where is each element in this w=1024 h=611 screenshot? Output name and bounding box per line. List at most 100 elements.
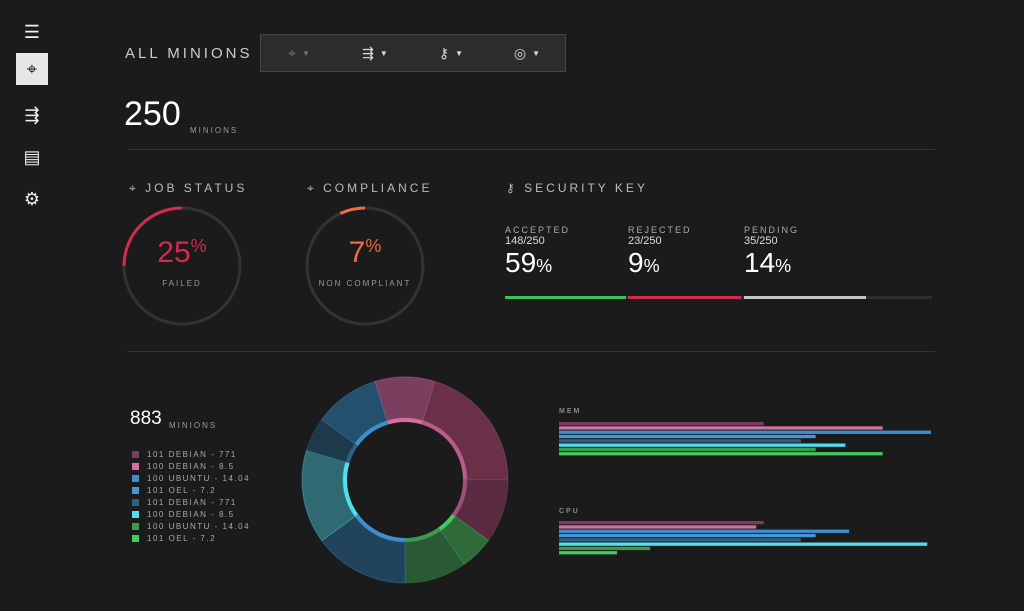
crosshair-icon[interactable]: ⌖	[16, 53, 48, 85]
job-status-gauge	[122, 206, 242, 326]
job-status-title: ⌖ JOB STATUS	[129, 181, 247, 196]
mem-bar	[559, 452, 883, 456]
document-icon[interactable]: ▤	[23, 146, 41, 167]
legend-swatch	[132, 474, 139, 482]
connector-filter-button[interactable]: ⇶ ▼	[337, 45, 413, 62]
gauge-track	[305, 206, 425, 326]
mem-chart-title: MEM	[559, 408, 582, 415]
stat-count: 35/250	[744, 235, 778, 247]
legend-swatch	[132, 462, 139, 470]
menu-icon[interactable]: ☰	[23, 21, 41, 42]
crosshair-icon: ⌖	[129, 181, 139, 195]
divider	[127, 351, 935, 352]
job-status-value: 25%	[122, 236, 242, 270]
legend-label: 101 DEBIAN - 771	[147, 449, 237, 459]
legend-label: 101 DEBIAN - 771	[147, 497, 237, 507]
rejected-stat: REJECTED 23/250 9%	[628, 225, 692, 279]
legend-item: 100 UBUNTU - 14.04	[132, 472, 250, 484]
percent-sign: %	[365, 236, 382, 256]
stat-number: 59	[505, 247, 537, 278]
legend-swatch	[132, 486, 139, 494]
mem-bar	[559, 430, 931, 434]
security-key-bar	[505, 296, 932, 299]
divider	[127, 149, 935, 150]
minion-count: 250	[124, 95, 181, 133]
donut-inner-ring-segment	[451, 479, 467, 517]
connector-icon[interactable]: ⇶	[24, 104, 40, 125]
stat-percent: 14%	[744, 247, 799, 279]
stat-count: 23/250	[628, 235, 662, 247]
compliance-gauge	[305, 206, 425, 326]
chevron-down-icon: ▼	[379, 48, 388, 58]
compliance-number: 7	[348, 236, 366, 269]
legend-item: 100 DEBIAN - 8.5	[132, 508, 250, 520]
mem-bar	[559, 422, 764, 426]
legend-swatch	[132, 498, 139, 506]
percent-sign: %	[643, 256, 660, 276]
distribution-unit: MINIONS	[169, 421, 218, 430]
legend-item: 101 OEL - 7.2	[132, 532, 250, 544]
legend-swatch	[132, 510, 139, 518]
job-status-caption: FAILED	[162, 279, 202, 288]
cpu-bar	[559, 529, 850, 533]
cpu-bar	[559, 538, 801, 542]
crosshair-filter-button[interactable]: ⌖ ▼	[261, 45, 337, 62]
page-title: ALL MINIONS	[125, 45, 253, 62]
compliance-label: COMPLIANCE	[323, 181, 433, 195]
mem-bar	[559, 434, 816, 439]
legend-label: 100 UBUNTU - 14.04	[147, 521, 251, 531]
donut-inner-ring-segment	[405, 527, 441, 542]
donut-inner-ring-segment	[354, 420, 389, 446]
mem-bar	[559, 447, 816, 452]
chevron-down-icon: ▼	[301, 48, 310, 58]
rejected-bar	[628, 296, 741, 299]
mem-bar	[559, 439, 801, 443]
crosshair-icon: ⌖	[307, 181, 317, 195]
donut-inner-ring-segment	[386, 418, 423, 425]
mem-bar	[559, 443, 846, 447]
percent-sign: %	[536, 256, 553, 276]
legend-item: 100 UBUNTU - 14.04	[132, 520, 250, 532]
compliance-value: 7%	[305, 236, 425, 270]
os-donut-chart	[301, 376, 509, 584]
legend-label: 100 DEBIAN - 8.5	[147, 461, 235, 471]
cpu-bar	[559, 521, 764, 525]
key-filter-button[interactable]: ⚷ ▼	[413, 45, 489, 62]
percent-sign: %	[775, 256, 792, 276]
donut-inner-ring-segment	[343, 462, 359, 517]
legend-swatch	[132, 534, 139, 542]
target-filter-button[interactable]: ◎ ▼	[489, 45, 565, 62]
legend-label: 101 OEL - 7.2	[147, 533, 217, 543]
cpu-bar	[559, 525, 757, 529]
key-icon: ⚷	[506, 181, 518, 195]
job-status-label: JOB STATUS	[145, 181, 248, 195]
stat-label: PENDING	[744, 225, 800, 235]
legend-item: 101 DEBIAN - 771	[132, 448, 250, 460]
gear-icon[interactable]: ⚙	[23, 188, 41, 209]
legend-item: 100 DEBIAN - 8.5	[132, 460, 250, 472]
legend-item: 101 OEL - 7.2	[132, 484, 250, 496]
stat-percent: 59%	[505, 247, 570, 279]
minion-count-unit: MINIONS	[190, 126, 239, 135]
gauge-fill	[305, 206, 425, 326]
legend-label: 100 DEBIAN - 8.5	[147, 509, 235, 519]
donut-inner-ring-segment	[438, 514, 456, 531]
stat-percent: 9%	[628, 247, 692, 279]
compliance-title: ⌖ COMPLIANCE	[307, 181, 432, 196]
legend-swatch	[132, 450, 139, 458]
key-icon: ⚷	[438, 44, 450, 61]
percent-sign: %	[190, 236, 207, 256]
stat-number: 14	[744, 247, 776, 278]
donut-inner-ring-segment	[354, 514, 406, 542]
chevron-down-icon: ▼	[532, 48, 541, 58]
security-key-title: ⚷ SECURITY KEY	[506, 181, 648, 195]
mem-bar-chart	[559, 422, 931, 456]
donut-inner-ring-segment	[421, 420, 467, 480]
security-key-label: SECURITY KEY	[524, 181, 648, 195]
legend-label: 101 OEL - 7.2	[147, 485, 217, 495]
chevron-down-icon: ▼	[455, 48, 464, 58]
crosshair-icon: ⌖	[288, 44, 296, 61]
donut-inner-ring-segment	[345, 443, 359, 464]
legend: 101 DEBIAN - 771 100 DEBIAN - 8.5 100 UBUN…	[132, 448, 250, 544]
connector-icon: ⇶	[362, 44, 374, 61]
